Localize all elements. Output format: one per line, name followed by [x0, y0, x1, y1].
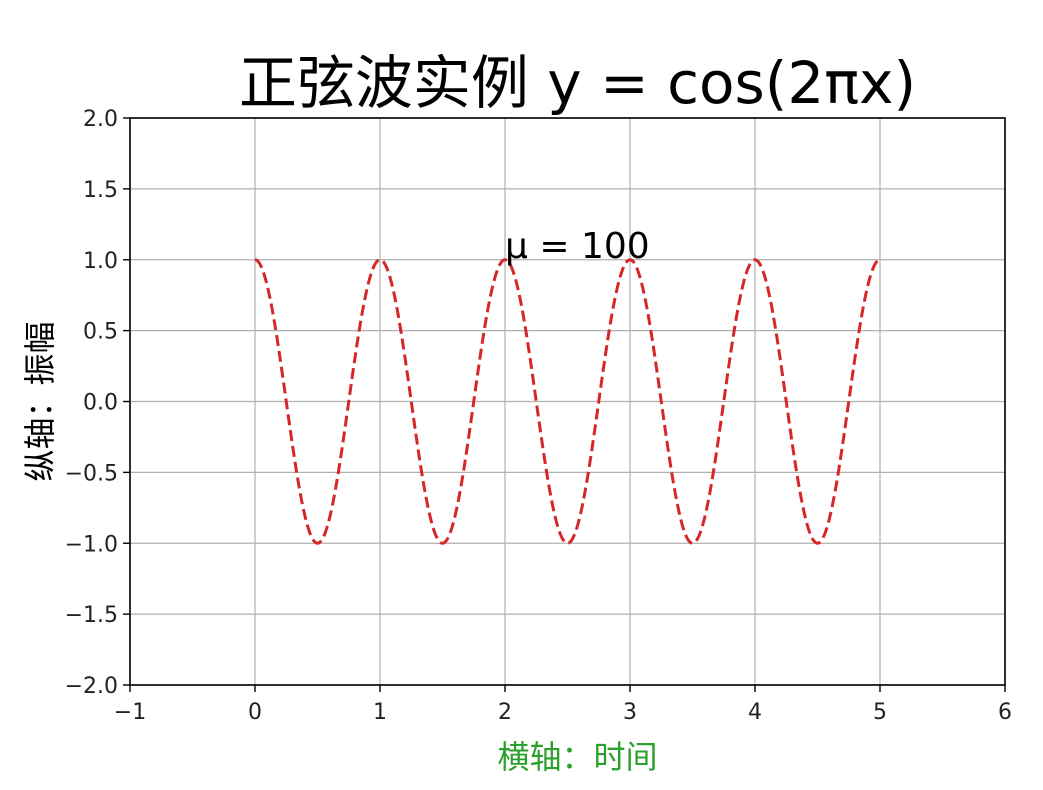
- cosine-series-line: [254, 258, 881, 545]
- annotation-label: μ = 100: [505, 226, 650, 267]
- y-tick-label: 0.5: [83, 320, 118, 345]
- y-tick-label: 1.5: [83, 178, 118, 203]
- y-tick-label: −0.5: [65, 461, 118, 486]
- y-tick-label: −2.0: [65, 674, 118, 699]
- grid-lines: [129, 117, 1006, 686]
- chart-title: 正弦波实例 y = cos(2πx): [239, 49, 916, 117]
- x-tick-label: 4: [748, 700, 762, 725]
- x-tick-label: 1: [373, 700, 387, 725]
- y-tick-label: −1.0: [65, 532, 118, 557]
- y-tick-label: −1.5: [65, 603, 118, 628]
- annotation-layer: μ = 100: [505, 226, 650, 267]
- x-tick-label: 5: [873, 700, 887, 725]
- tick-layer: −1 0 1 2 3 4 5 6 2.0 1.5 1.0 0.5 0.0 −0.5 −1.0 −1.5 −2.0: [65, 107, 1012, 725]
- x-tick-label: −1: [114, 700, 146, 725]
- y-tick-label: 1.0: [83, 249, 118, 274]
- y-axis-label: 纵轴：振幅: [21, 321, 59, 481]
- y-tick-label: 2.0: [83, 107, 118, 132]
- x-tick-label: 0: [248, 700, 262, 725]
- x-axis-label: 横轴：时间: [497, 738, 657, 776]
- series-layer: [254, 258, 881, 545]
- x-tick-label: 6: [998, 700, 1012, 725]
- x-tick-label: 2: [498, 700, 512, 725]
- x-tick-label: 3: [623, 700, 637, 725]
- y-tick-label: 0.0: [83, 391, 118, 416]
